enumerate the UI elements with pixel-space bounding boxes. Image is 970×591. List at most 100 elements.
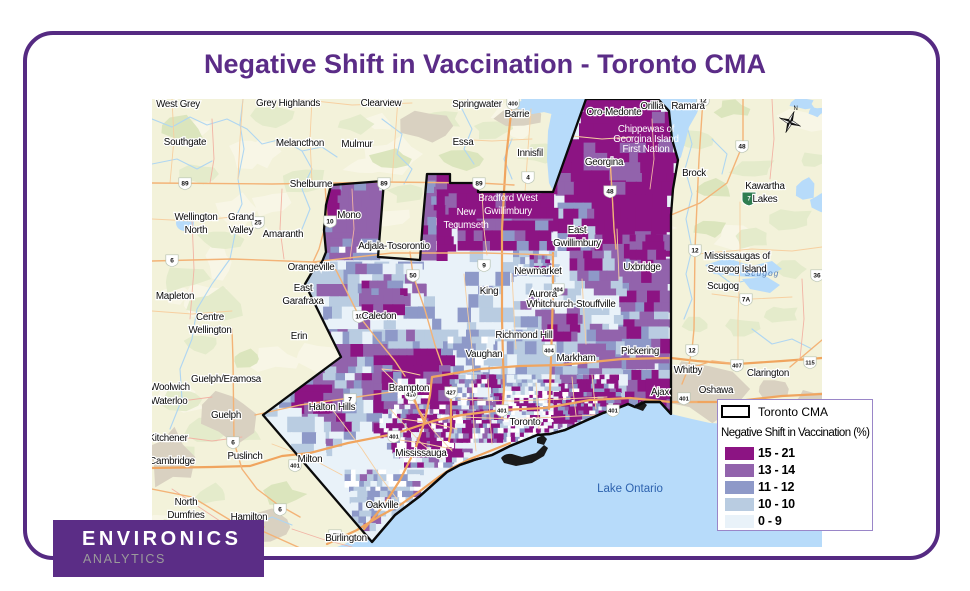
svg-text:Mississaugas of: Mississaugas of [704, 251, 770, 262]
svg-text:12: 12 [691, 247, 699, 254]
svg-text:6: 6 [170, 257, 174, 264]
svg-text:Shelburne: Shelburne [290, 179, 333, 190]
svg-text:Brock: Brock [682, 168, 706, 179]
svg-text:First Nation: First Nation [622, 144, 669, 155]
svg-text:6: 6 [278, 506, 282, 513]
svg-text:401: 401 [389, 434, 399, 440]
svg-text:Valley: Valley [229, 225, 254, 236]
svg-text:East: East [568, 225, 587, 236]
svg-text:Oro-Medonte: Oro-Medonte [587, 107, 643, 118]
svg-text:10: 10 [326, 218, 334, 225]
svg-text:427: 427 [446, 390, 456, 396]
svg-text:Mulmur: Mulmur [341, 139, 373, 150]
svg-text:Melancthon: Melancthon [276, 138, 324, 149]
svg-text:115: 115 [805, 360, 815, 366]
svg-text:Springwater: Springwater [452, 99, 503, 110]
svg-text:Bradford West: Bradford West [478, 193, 538, 204]
svg-text:Mississauga: Mississauga [395, 448, 447, 459]
svg-text:Halton Hills: Halton Hills [309, 402, 356, 413]
svg-text:48: 48 [606, 188, 614, 195]
svg-text:Ramara: Ramara [671, 101, 705, 112]
svg-text:89: 89 [380, 180, 388, 187]
svg-text:Gwillimbury: Gwillimbury [484, 206, 532, 217]
svg-text:Clarington: Clarington [747, 368, 789, 379]
svg-text:Milton: Milton [298, 454, 323, 465]
svg-text:7: 7 [747, 197, 751, 203]
svg-text:Barrie: Barrie [505, 109, 530, 120]
svg-text:North: North [175, 497, 198, 508]
svg-text:50: 50 [409, 272, 417, 279]
svg-text:King: King [480, 286, 499, 297]
svg-text:Garafraxa: Garafraxa [282, 296, 324, 307]
svg-text:36: 36 [813, 272, 821, 279]
svg-text:N: N [793, 106, 797, 112]
svg-text:404: 404 [544, 348, 554, 354]
svg-text:Oshawa: Oshawa [699, 385, 734, 396]
svg-text:48: 48 [738, 143, 746, 150]
svg-text:Chippewas of: Chippewas of [618, 124, 675, 135]
svg-text:QEW: QEW [328, 533, 342, 539]
svg-text:North: North [185, 225, 208, 236]
svg-text:7A: 7A [742, 296, 751, 303]
svg-text:Cambridge: Cambridge [152, 456, 196, 467]
svg-text:Tecumseth: Tecumseth [443, 220, 488, 231]
svg-text:Grand: Grand [228, 212, 254, 223]
svg-text:401: 401 [290, 463, 300, 469]
svg-text:Scugog: Scugog [707, 281, 739, 292]
svg-text:Woolwich: Woolwich [152, 382, 190, 393]
svg-text:Uxbridge: Uxbridge [623, 262, 661, 273]
svg-text:Wellington: Wellington [174, 212, 217, 223]
svg-text:Guelph: Guelph [211, 410, 241, 421]
svg-text:Centre: Centre [196, 312, 225, 323]
svg-text:Vaughan: Vaughan [466, 349, 503, 360]
svg-text:Kitchener: Kitchener [152, 433, 189, 444]
svg-text:East: East [294, 283, 313, 294]
svg-text:Georgina Island: Georgina Island [613, 134, 678, 145]
svg-text:Newmarket: Newmarket [514, 266, 562, 277]
svg-text:410: 410 [406, 392, 416, 398]
svg-text:Orangeville: Orangeville [288, 262, 336, 273]
svg-text:Brampton: Brampton [389, 383, 429, 394]
svg-text:Aurora: Aurora [529, 289, 558, 300]
svg-text:Ajax: Ajax [651, 387, 669, 398]
svg-text:89: 89 [475, 180, 483, 187]
svg-text:Amaranth: Amaranth [263, 229, 303, 240]
svg-text:25: 25 [254, 219, 262, 226]
svg-text:401: 401 [608, 408, 618, 414]
svg-text:Lake Ontario: Lake Ontario [597, 483, 663, 495]
svg-text:10: 10 [355, 313, 363, 320]
svg-text:Clearview: Clearview [361, 99, 403, 109]
svg-text:Mono: Mono [337, 210, 361, 221]
svg-text:Kawartha: Kawartha [745, 181, 785, 192]
svg-text:Dumfries: Dumfries [167, 510, 205, 521]
svg-text:Burlington: Burlington [325, 533, 367, 544]
svg-text:12: 12 [688, 347, 696, 354]
svg-text:401: 401 [679, 396, 689, 402]
svg-text:400: 400 [508, 101, 518, 107]
svg-text:Markham: Markham [556, 353, 595, 364]
svg-text:Gwillimbury: Gwillimbury [553, 238, 601, 249]
svg-text:404: 404 [553, 287, 563, 293]
svg-text:89: 89 [181, 180, 189, 187]
svg-text:Orillia: Orillia [640, 101, 664, 112]
svg-text:4: 4 [526, 174, 530, 181]
svg-text:New: New [457, 207, 477, 218]
svg-text:Southgate: Southgate [164, 137, 207, 148]
svg-text:401: 401 [497, 408, 507, 414]
svg-text:Richmond Hill: Richmond Hill [495, 330, 552, 341]
svg-text:Mapleton: Mapleton [156, 291, 194, 302]
svg-text:Scugog: Scugog [745, 268, 780, 278]
svg-text:Caledon: Caledon [362, 311, 397, 322]
svg-text:Erin: Erin [291, 331, 307, 342]
svg-text:West Grey: West Grey [156, 99, 200, 110]
svg-text:Oakville: Oakville [366, 500, 400, 511]
svg-text:Waterloo: Waterloo [152, 396, 188, 407]
svg-text:Lakes: Lakes [753, 194, 778, 205]
svg-text:12: 12 [699, 99, 707, 104]
svg-text:407: 407 [732, 363, 742, 369]
svg-text:6: 6 [231, 439, 235, 446]
svg-text:Innisfil: Innisfil [517, 148, 543, 159]
svg-text:Grey Highlands: Grey Highlands [256, 99, 320, 109]
svg-text:Wellington: Wellington [188, 325, 231, 336]
svg-text:Scugog Island: Scugog Island [708, 264, 767, 275]
